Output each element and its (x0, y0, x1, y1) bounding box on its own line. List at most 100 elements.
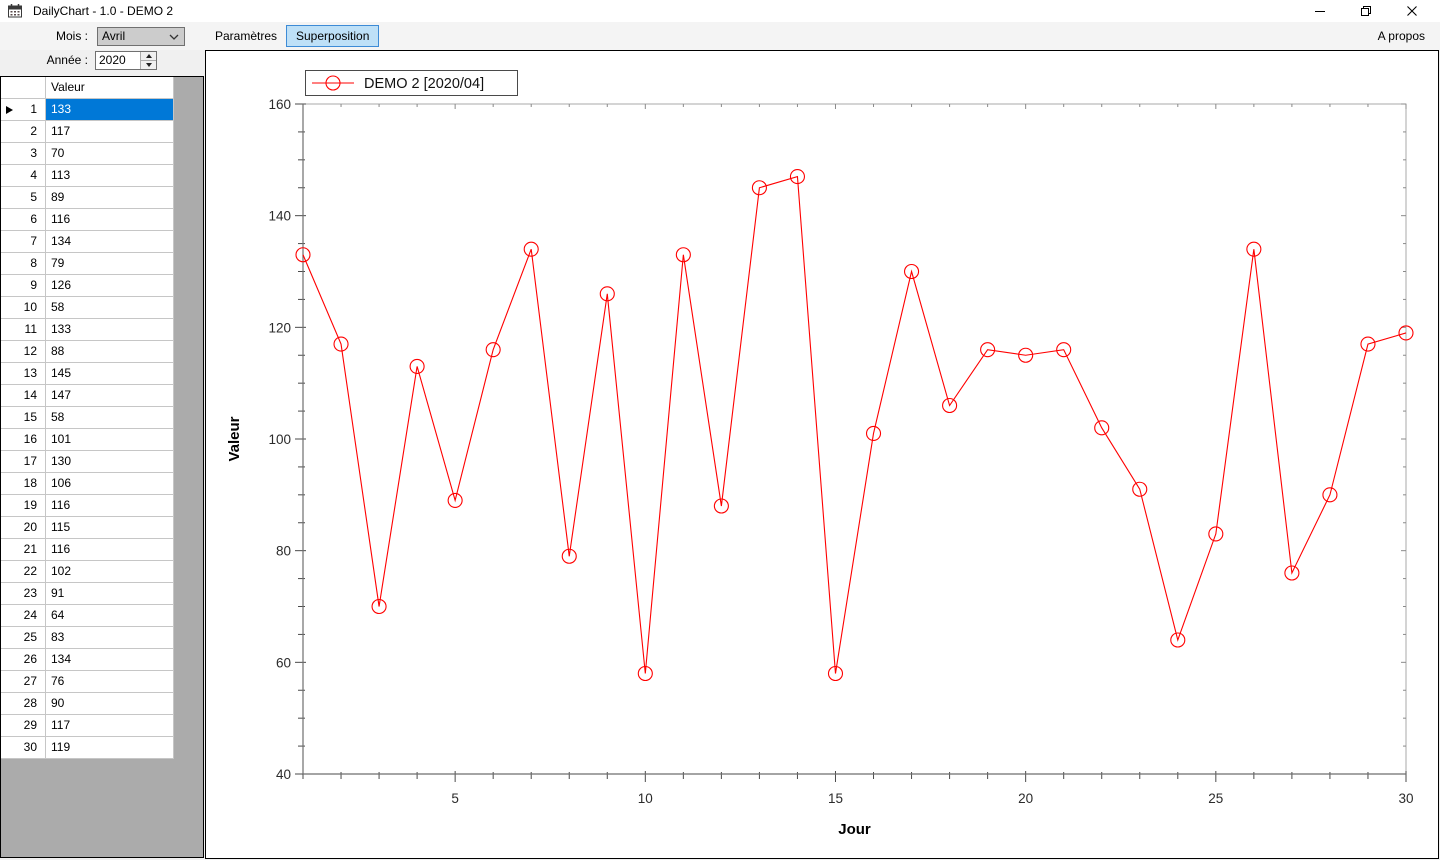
annee-label: Année : (46, 53, 88, 67)
row-header-cell[interactable]: 13 (1, 363, 46, 385)
svg-text:10: 10 (638, 791, 653, 806)
table-row: 11 133 (1, 319, 174, 341)
annee-spinner[interactable]: 2020 (95, 51, 157, 70)
value-cell[interactable]: 133 (46, 319, 174, 341)
row-header-cell[interactable]: 4 (1, 165, 46, 187)
row-header-cell[interactable]: 20 (1, 517, 46, 539)
value-cell[interactable]: 130 (46, 451, 174, 473)
mois-label: Mois : (55, 29, 88, 43)
table-row: 7 134 (1, 231, 174, 253)
value-cell[interactable]: 126 (46, 275, 174, 297)
row-header-cell[interactable]: 22 (1, 561, 46, 583)
value-cell[interactable]: 64 (46, 605, 174, 627)
value-cell[interactable]: 134 (46, 649, 174, 671)
value-cell[interactable]: 116 (46, 209, 174, 231)
spinner-up-button[interactable] (141, 52, 156, 61)
row-header-cell[interactable]: 6 (1, 209, 46, 231)
table-row: 13 145 (1, 363, 174, 385)
row-header-cell[interactable]: 18 (1, 473, 46, 495)
menu-item-apropos[interactable]: A propos (1377, 29, 1425, 43)
table-row: 17 130 (1, 451, 174, 473)
row-header-cell[interactable]: 5 (1, 187, 46, 209)
table-row: 24 64 (1, 605, 174, 627)
minimize-button[interactable] (1297, 0, 1343, 22)
value-cell[interactable]: 117 (46, 121, 174, 143)
row-header-cell[interactable]: 12 (1, 341, 46, 363)
row-header-cell[interactable]: 10 (1, 297, 46, 319)
row-header-cell[interactable]: 2 (1, 121, 46, 143)
value-cell[interactable]: 116 (46, 539, 174, 561)
value-cell[interactable]: 113 (46, 165, 174, 187)
table-row: 23 91 (1, 583, 174, 605)
value-cell[interactable]: 70 (46, 143, 174, 165)
table-row: 30 119 (1, 737, 174, 759)
svg-text:60: 60 (276, 655, 291, 670)
row-header-cell[interactable]: 28 (1, 693, 46, 715)
restore-icon (1361, 6, 1371, 16)
menu-strip: Paramètres Superposition A propos (0, 22, 1440, 50)
row-header-cell[interactable]: 25 (1, 627, 46, 649)
value-cell[interactable]: 90 (46, 693, 174, 715)
value-cell[interactable]: 116 (46, 495, 174, 517)
value-cell[interactable]: 145 (46, 363, 174, 385)
row-header-cell[interactable]: 16 (1, 429, 46, 451)
current-row-arrow-icon (6, 106, 13, 114)
value-cell[interactable]: 133 (46, 99, 174, 121)
row-header-cell[interactable]: 17 (1, 451, 46, 473)
restore-button[interactable] (1343, 0, 1389, 22)
value-cell[interactable]: 89 (46, 187, 174, 209)
row-header-cell[interactable]: 11 (1, 319, 46, 341)
table-row: 2 117 (1, 121, 174, 143)
svg-text:30: 30 (1398, 791, 1413, 806)
row-header-cell[interactable]: 15 (1, 407, 46, 429)
row-header-cell[interactable]: 24 (1, 605, 46, 627)
value-cell[interactable]: 101 (46, 429, 174, 451)
value-cell[interactable]: 102 (46, 561, 174, 583)
mois-dropdown[interactable]: Avril (97, 27, 185, 46)
row-header-cell[interactable]: 29 (1, 715, 46, 737)
grid-column-header-valeur[interactable]: Valeur (46, 77, 174, 99)
row-header-cell[interactable]: 26 (1, 649, 46, 671)
minimize-icon (1315, 11, 1325, 12)
row-header-cell[interactable]: 14 (1, 385, 46, 407)
menu-item-parametres[interactable]: Paramètres (215, 29, 278, 43)
svg-text:160: 160 (268, 97, 291, 112)
row-header-cell[interactable]: 23 (1, 583, 46, 605)
row-header-cell[interactable]: 7 (1, 231, 46, 253)
value-cell[interactable]: 115 (46, 517, 174, 539)
value-cell[interactable]: 83 (46, 627, 174, 649)
row-header-cell[interactable]: 19 (1, 495, 46, 517)
table-row: 27 76 (1, 671, 174, 693)
row-header-cell[interactable]: 8 (1, 253, 46, 275)
value-grid: Valeur 1 133 2 117 3 70 4 113 5 89 6 116 7 134 8 79 9 126… (0, 76, 204, 858)
row-header-cell[interactable]: 21 (1, 539, 46, 561)
table-row: 19 116 (1, 495, 174, 517)
value-cell[interactable]: 76 (46, 671, 174, 693)
mois-dropdown-value: Avril (102, 29, 126, 43)
value-cell[interactable]: 117 (46, 715, 174, 737)
row-header-cell[interactable]: 9 (1, 275, 46, 297)
menu-item-superposition[interactable]: Superposition (286, 25, 380, 47)
row-header-cell[interactable]: 27 (1, 671, 46, 693)
close-button[interactable] (1389, 0, 1435, 22)
value-cell[interactable]: 106 (46, 473, 174, 495)
svg-text:140: 140 (268, 209, 291, 224)
table-row: 10 58 (1, 297, 174, 319)
spinner-buttons (140, 52, 156, 69)
value-cell[interactable]: 88 (46, 341, 174, 363)
table-row: 1 133 (1, 99, 174, 121)
table-row: 16 101 (1, 429, 174, 451)
value-cell[interactable]: 134 (46, 231, 174, 253)
row-header-cell[interactable]: 30 (1, 737, 46, 759)
value-cell[interactable]: 147 (46, 385, 174, 407)
grid-corner-header[interactable] (1, 77, 46, 99)
value-cell[interactable]: 91 (46, 583, 174, 605)
svg-text:Valeur: Valeur (226, 416, 243, 461)
value-cell[interactable]: 119 (46, 737, 174, 759)
value-cell[interactable]: 79 (46, 253, 174, 275)
value-cell[interactable]: 58 (46, 297, 174, 319)
value-cell[interactable]: 58 (46, 407, 174, 429)
row-header-cell[interactable]: 1 (1, 99, 46, 121)
spinner-down-button[interactable] (141, 61, 156, 69)
row-header-cell[interactable]: 3 (1, 143, 46, 165)
